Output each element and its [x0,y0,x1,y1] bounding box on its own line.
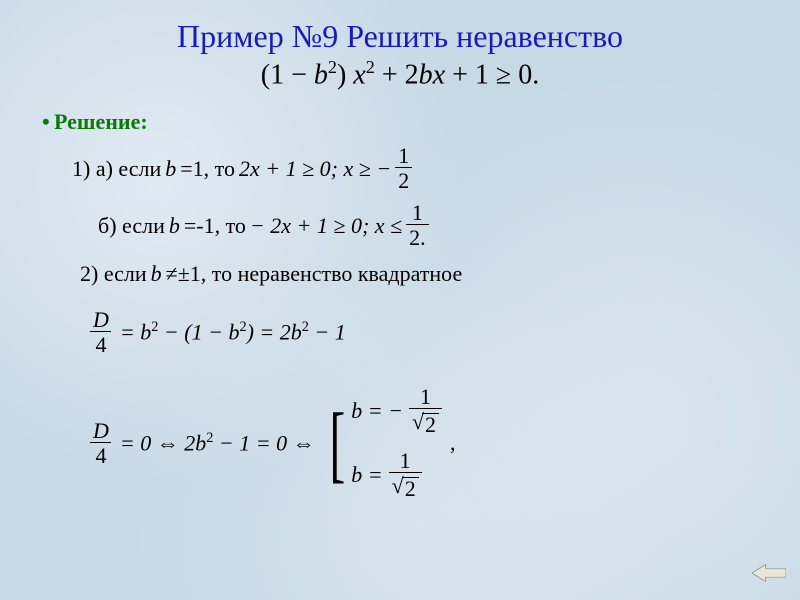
d-over-4-b: D 4 [90,420,112,467]
case-2-cond: ≠±1, то неравенство квадратное [166,261,463,287]
case-1b: б) если b =-1, то − 2x + 1 ≥ 0; x ≤ 1 2. [98,202,800,249]
trailing-comma: , [450,430,456,456]
case-1a: 1) а) если b =1, то 2x + 1 ≥ 0; x ≥ − 1 … [72,145,800,192]
solution-label: Решение: [54,109,800,135]
case-1b-cond: =-1, то [184,213,246,239]
case-2-var: b [151,261,162,287]
cases-group: [ b = − 1 √2 b = 1 √2 [323,386,442,500]
case-1a-var: b [165,156,176,182]
discriminant-row-2: D 4 = 0 ⇔ 2b2 − 1 = 0 ⇔ [ b = − 1 √2 b =… [90,386,800,500]
back-arrow-icon[interactable] [752,560,786,586]
case-1a-prefix: 1) а) если [72,156,161,182]
case-b-neg: b = − 1 √2 [351,386,442,436]
case-1a-frac: 1 2 [395,145,412,192]
disc-eq1: = b2 − (1 − b2) = 2b2 − 1 [120,319,346,345]
disc-eq2a: = 0 ⇔ 2b2 − 1 = 0 ⇔ [120,430,315,456]
case-1a-cond: =1, то [180,156,235,182]
left-bracket-icon: [ [329,411,345,476]
case-1b-prefix: б) если [98,213,165,239]
case-1b-var: b [169,213,180,239]
discriminant-row-1: D 4 = b2 − (1 − b2) = 2b2 − 1 [90,309,800,356]
case-2-prefix: 2) если [80,261,147,287]
case-1b-ineq: − 2x + 1 ≥ 0; x ≤ [250,213,402,239]
case-b-pos: b = 1 √2 [351,450,442,500]
case-1a-ineq: 2x + 1 ≥ 0; x ≥ − [239,156,391,182]
case-1b-frac: 1 2. [406,202,429,249]
d-over-4: D 4 [90,309,112,356]
main-inequality: (1 − b2) x2 + 2bx + 1 ≥ 0. [0,57,800,91]
slide-title: Пример №9 Решить неравенство [0,0,800,55]
case-2: 2) если b ≠±1, то неравенство квадратное [80,261,800,287]
